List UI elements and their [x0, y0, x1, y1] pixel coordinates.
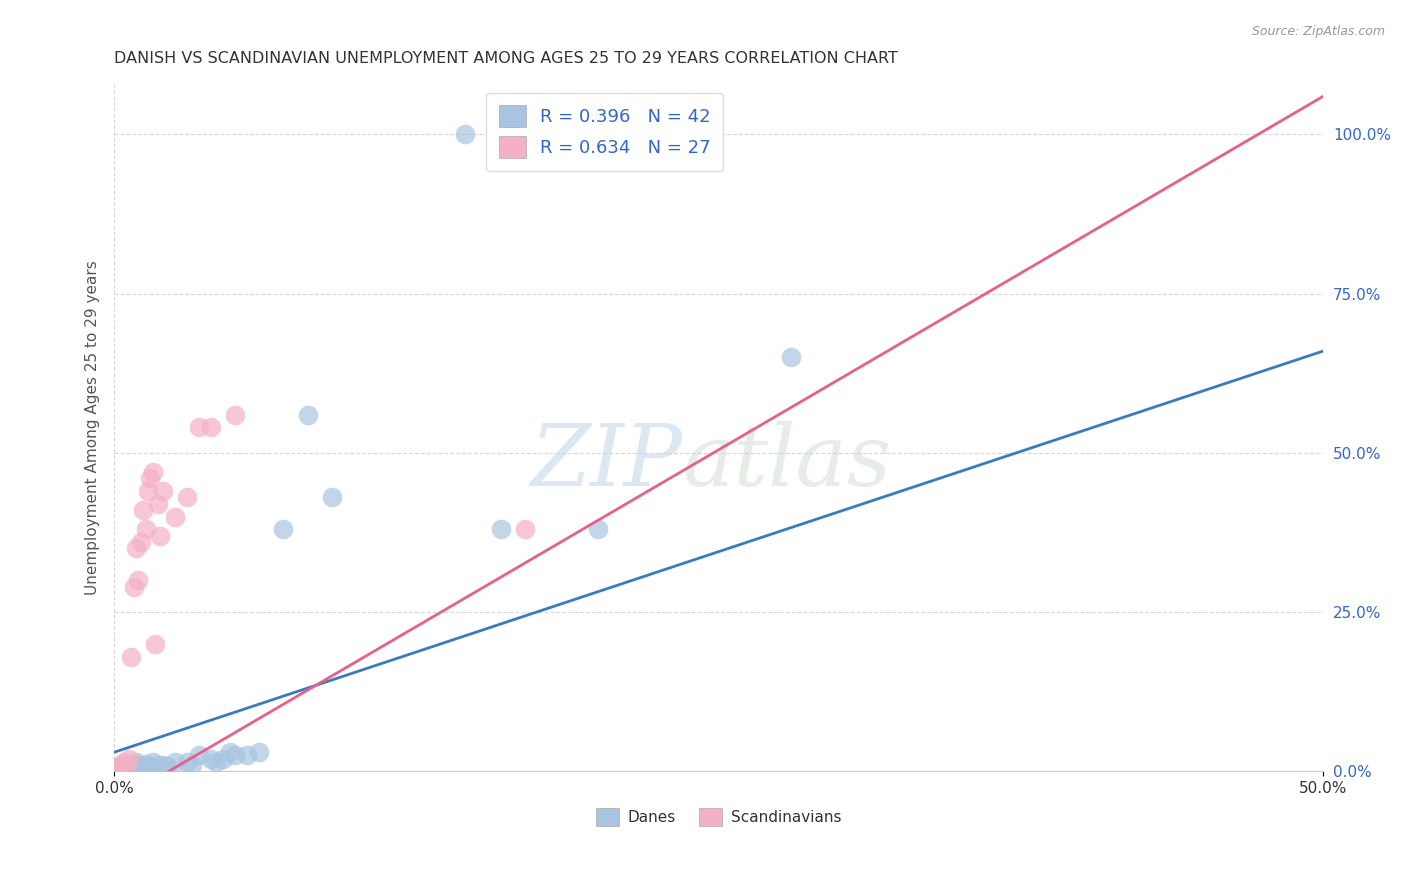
Point — [156, 759, 179, 773]
Point — [146, 758, 169, 772]
Point — [135, 756, 157, 771]
Point — [122, 758, 145, 772]
Text: Source: ZipAtlas.com: Source: ZipAtlas.com — [1251, 25, 1385, 38]
Point — [575, 128, 598, 142]
Point — [120, 763, 142, 777]
Point — [105, 760, 128, 774]
Point — [118, 761, 141, 775]
Point — [127, 758, 149, 772]
Point — [127, 763, 149, 777]
Point — [115, 758, 138, 772]
Point — [515, 522, 537, 536]
Point — [105, 763, 128, 777]
Point — [112, 761, 135, 775]
Point — [538, 128, 561, 142]
Point — [129, 761, 152, 775]
Point — [108, 761, 131, 775]
Point — [599, 128, 621, 142]
Point — [132, 503, 155, 517]
Point — [132, 759, 155, 773]
Point — [200, 420, 222, 434]
Point — [297, 408, 319, 422]
Point — [180, 758, 202, 772]
Point — [780, 351, 803, 365]
Point — [135, 522, 157, 536]
Point — [152, 758, 174, 772]
Point — [204, 755, 226, 769]
Point — [136, 484, 159, 499]
Point — [502, 128, 524, 142]
Point — [110, 761, 132, 775]
Point — [176, 755, 198, 769]
Y-axis label: Unemployment Among Ages 25 to 29 years: Unemployment Among Ages 25 to 29 years — [86, 260, 100, 595]
Point — [586, 522, 609, 536]
Point — [136, 760, 159, 774]
Point — [129, 535, 152, 549]
Point — [142, 755, 165, 769]
Point — [105, 764, 128, 778]
Point — [696, 128, 718, 142]
Point — [108, 763, 131, 777]
Point — [623, 128, 645, 142]
Point — [562, 128, 585, 142]
Point — [163, 755, 186, 769]
Point — [236, 748, 259, 763]
Point — [176, 491, 198, 505]
Point — [149, 529, 172, 543]
Point — [187, 420, 209, 434]
Point — [273, 522, 295, 536]
Text: DANISH VS SCANDINAVIAN UNEMPLOYMENT AMONG AGES 25 TO 29 YEARS CORRELATION CHART: DANISH VS SCANDINAVIAN UNEMPLOYMENT AMON… — [114, 51, 898, 66]
Point — [120, 649, 142, 664]
Text: ZIP: ZIP — [530, 420, 682, 503]
Point — [110, 758, 132, 772]
Point — [122, 761, 145, 775]
Point — [125, 763, 148, 777]
Point — [163, 509, 186, 524]
Point — [112, 755, 135, 769]
Point — [139, 471, 162, 485]
Point — [224, 408, 246, 422]
Point — [454, 128, 477, 142]
Point — [224, 748, 246, 763]
Point — [142, 465, 165, 479]
Legend: Danes, Scandinavians: Danes, Scandinavians — [589, 802, 848, 832]
Point — [321, 491, 343, 505]
Point — [212, 751, 235, 765]
Point — [200, 751, 222, 765]
Text: atlas: atlas — [682, 420, 891, 503]
Point — [219, 745, 242, 759]
Point — [187, 748, 209, 763]
Point — [118, 751, 141, 765]
Point — [586, 128, 609, 142]
Point — [125, 755, 148, 769]
Point — [115, 763, 138, 777]
Point — [105, 764, 128, 778]
Point — [146, 497, 169, 511]
Point — [152, 484, 174, 499]
Point — [125, 541, 148, 556]
Point — [127, 574, 149, 588]
Point — [115, 759, 138, 773]
Point — [247, 745, 270, 759]
Point — [110, 758, 132, 772]
Point — [122, 580, 145, 594]
Point — [143, 637, 166, 651]
Point — [489, 522, 512, 536]
